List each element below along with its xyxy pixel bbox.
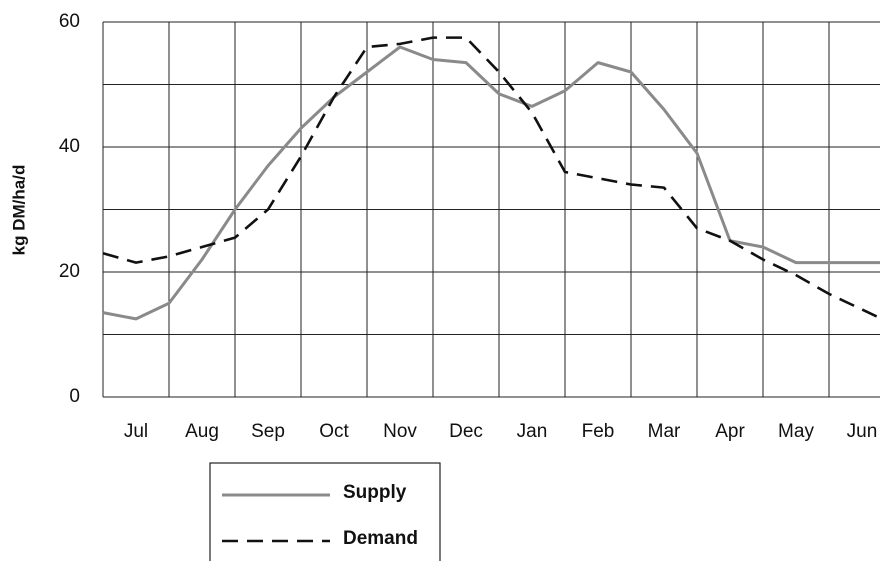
x-tick-label: Aug <box>185 421 219 442</box>
x-tick-label: Mar <box>648 421 681 442</box>
y-tick-label: 60 <box>59 11 80 32</box>
x-tick-label: Sep <box>251 421 285 442</box>
x-tick-label: Nov <box>383 421 417 442</box>
line-series <box>102 36 880 320</box>
grid: 0 20 40 60 Jul Aug Sep Oct Nov Dec Jan Feb Mar Apr May… <box>59 11 880 442</box>
y-axis-label: kg DM/ha/d <box>9 165 28 256</box>
y-tick-label: 0 <box>69 386 80 407</box>
x-tick-label: Dec <box>449 421 483 442</box>
x-tick-label: May <box>778 421 814 442</box>
legend: Supply Demand <box>209 462 441 561</box>
x-tick-label: Feb <box>582 421 615 442</box>
legend-label: Demand <box>343 528 418 549</box>
line-series <box>102 45 880 321</box>
x-tick-label: Jan <box>517 421 548 442</box>
x-tick-label: Apr <box>715 421 745 442</box>
y-tick-label: 40 <box>59 136 80 157</box>
x-tick-label: Jul <box>124 421 148 442</box>
y-tick-label: 20 <box>59 261 80 282</box>
x-tick-label: Jun <box>847 421 878 442</box>
legend-box <box>209 462 441 561</box>
x-tick-label: Oct <box>319 421 349 442</box>
legend-label: Supply <box>343 482 407 503</box>
lines <box>102 36 880 321</box>
